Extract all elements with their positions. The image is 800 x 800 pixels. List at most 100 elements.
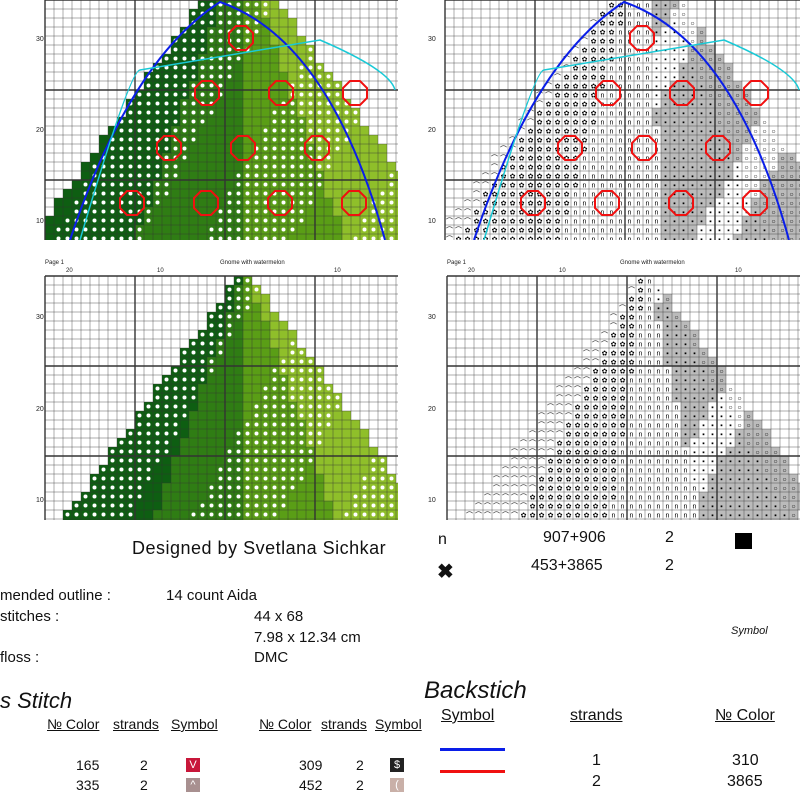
- stitch-symbol: ○: [771, 183, 775, 190]
- stitch-mark: [128, 512, 133, 517]
- stitch-symbol: ○: [690, 21, 694, 28]
- stitch-mark: [227, 503, 232, 508]
- backstitch-outline-cyan: [79, 39, 396, 240]
- stitch-mark: [389, 182, 394, 187]
- stitch-symbol: ▪: [675, 369, 678, 376]
- stitch-cell: [297, 483, 306, 492]
- stitch-cell: [789, 483, 798, 492]
- stitch-mark: [362, 512, 367, 517]
- stitch-cell: [288, 18, 297, 27]
- stitch-symbol: ▪: [691, 192, 694, 199]
- stitch-symbol: n: [639, 450, 643, 457]
- stitch-symbol: ▪: [727, 228, 730, 235]
- stitch-symbol: ✿: [620, 396, 626, 403]
- bs-strands: 1: [592, 752, 601, 769]
- stitch-cell: [706, 117, 715, 126]
- stitch-symbol: ▪: [747, 504, 750, 511]
- stitch-mark: [326, 128, 331, 133]
- stitch-symbol: ✿: [483, 219, 489, 226]
- stitch-symbol: n: [655, 219, 659, 226]
- stitch-symbol: ▪: [720, 405, 723, 412]
- stitch-cell: [261, 303, 270, 312]
- stitch-symbol: ✿: [591, 30, 597, 37]
- stitch-cell: [715, 54, 724, 63]
- stitch-cell: [279, 330, 288, 339]
- stitch-cell: [252, 63, 261, 72]
- stitch-cell: [180, 519, 189, 520]
- stitch-symbol: ✿: [593, 504, 599, 511]
- stitch-mark: [83, 512, 88, 517]
- stitch-symbol: ▪: [682, 174, 685, 181]
- stitch-symbol: ✿: [611, 495, 617, 502]
- stitch-cell: [225, 144, 234, 153]
- stitch-symbol: ▪: [666, 306, 669, 313]
- stitch-symbol: ✿: [537, 219, 543, 226]
- stitch-cell: [162, 207, 171, 216]
- stitch-symbol: ▪: [673, 102, 676, 109]
- stitch-mark: [137, 200, 142, 205]
- stitch-mark: [227, 227, 232, 232]
- stitch-symbol: ▪: [684, 351, 687, 358]
- stitch-cell: [697, 216, 706, 225]
- stitch-symbol: n: [619, 147, 623, 154]
- stitch-symbol: ○: [798, 237, 800, 241]
- stitch-symbol: ○: [708, 48, 712, 55]
- stitch-symbol: ○: [780, 183, 784, 190]
- stitch-symbol: n: [637, 75, 641, 82]
- stitch-mark: [128, 209, 133, 214]
- stitch-mark: [182, 92, 187, 97]
- stitch-cell: [315, 189, 324, 198]
- stitch-symbol: ○: [744, 138, 748, 145]
- stitch-mark: [227, 476, 232, 481]
- stitch-symbol: ✿: [591, 66, 597, 73]
- stitch-cell: [99, 144, 108, 153]
- stitch-symbol: ○: [726, 75, 730, 82]
- stitch-symbol: ✿: [564, 147, 570, 154]
- stitch-symbol: ✿: [584, 441, 590, 448]
- stitch-mark: [119, 503, 124, 508]
- stitch-cell: [753, 510, 762, 519]
- stitch-cell: [171, 456, 180, 465]
- stitch-symbol: ⌒: [529, 431, 536, 439]
- stitch-mark: [191, 128, 196, 133]
- stitch-symbol: ○: [708, 93, 712, 100]
- stitch-symbol: ○: [771, 165, 775, 172]
- stitch-mark: [353, 119, 358, 124]
- stitch-mark: [128, 173, 133, 178]
- stitch-cell: [360, 198, 369, 207]
- stitch-cell: [670, 225, 679, 234]
- stitch-cell: [697, 81, 706, 90]
- stitch-symbol: n: [648, 333, 652, 340]
- stitch-symbol: ✿: [591, 48, 597, 55]
- designer-credit: Designed by Svetlana Sichkar: [132, 538, 387, 558]
- stitch-cell: [189, 162, 198, 171]
- stitch-cell: [333, 492, 342, 501]
- stitch-cell: [243, 411, 252, 420]
- stitch-cell: [699, 366, 708, 375]
- stitch-symbol: ⌒: [520, 503, 527, 511]
- stitch-mark: [254, 182, 259, 187]
- stitch-mark: [317, 377, 322, 382]
- stitch-cell: [679, 216, 688, 225]
- stitch-symbol: n: [637, 12, 641, 19]
- stitch-symbol: ○: [681, 12, 685, 19]
- stitch-symbol: ✿: [566, 441, 572, 448]
- stitch-symbol: ▪: [738, 450, 741, 457]
- stitch-symbol: ✿: [593, 387, 599, 394]
- stitch-mark: [200, 83, 205, 88]
- stitch-cell: [216, 366, 225, 375]
- stitch-mark: [74, 200, 79, 205]
- stitch-cell: [661, 153, 670, 162]
- stitch-mark: [245, 467, 250, 472]
- stitch-symbol: n: [648, 432, 652, 439]
- stitch-symbol: ▪: [682, 219, 685, 226]
- stitch-mark: [110, 146, 115, 151]
- stitch-symbol: ✿: [602, 405, 608, 412]
- stitch-symbol: ▪: [738, 513, 741, 520]
- stitch-mark: [308, 458, 313, 463]
- stitch-mark: [209, 47, 214, 52]
- stitch-symbol: ⌒: [610, 323, 617, 331]
- stitch-mark: [119, 128, 124, 133]
- stitch-mark: [128, 503, 133, 508]
- stitch-mark: [281, 146, 286, 151]
